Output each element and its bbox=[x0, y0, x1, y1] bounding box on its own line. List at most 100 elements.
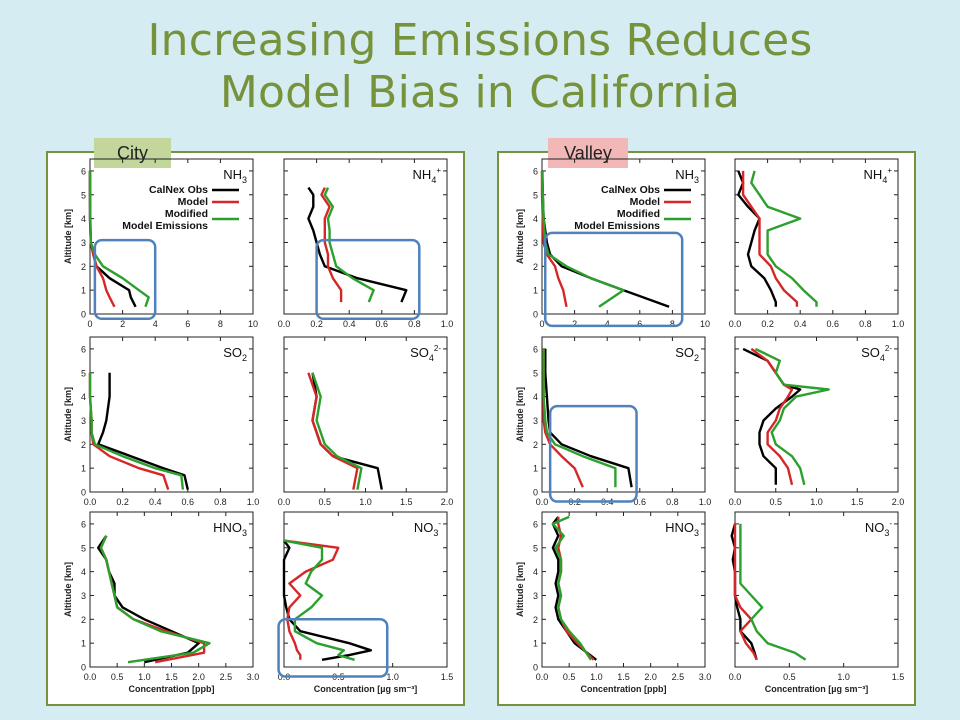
series-line-modified bbox=[88, 170, 150, 308]
x-tick-label: 4 bbox=[605, 319, 610, 329]
x-tick-label: 1.0 bbox=[590, 672, 603, 682]
species-label: NH4+ bbox=[864, 166, 893, 185]
plot-frame bbox=[89, 158, 254, 315]
profile-chart-city-hno3: 0 1 2 3 4 5 6 Altitude [km] 0.0 0.5 1.0 1.5 2.0 2.5 3.… bbox=[63, 511, 260, 694]
slide-title-line-1: Increasing Emissions Reduces bbox=[147, 15, 813, 66]
plot-frame bbox=[541, 336, 706, 493]
x-tick-label: 1.0 bbox=[699, 497, 712, 507]
y-tick-label: 4 bbox=[533, 567, 538, 577]
x-tick-label: 0.0 bbox=[536, 672, 549, 682]
species-label: HNO3 bbox=[213, 520, 247, 538]
x-tick-label: 0.5 bbox=[783, 672, 796, 682]
x-tick-label: 0.4 bbox=[343, 319, 356, 329]
x-tick-label: 8 bbox=[218, 319, 223, 329]
y-tick-label: 2 bbox=[533, 615, 538, 625]
y-tick-label: 6 bbox=[81, 344, 86, 354]
plot-frame bbox=[283, 158, 448, 315]
series-line-model bbox=[283, 539, 340, 660]
species-label: NO3- bbox=[414, 519, 442, 538]
series-line-model bbox=[741, 170, 799, 307]
y-tick-label: 3 bbox=[533, 591, 538, 601]
x-tick-label: 8 bbox=[670, 319, 675, 329]
x-tick-label: 10 bbox=[700, 319, 710, 329]
x-tick-label: 1.0 bbox=[386, 672, 399, 682]
species-label: NH4+ bbox=[413, 166, 442, 185]
y-tick-label: 5 bbox=[533, 368, 538, 378]
legend-label: Modified bbox=[617, 208, 660, 220]
species-label: NH3 bbox=[675, 167, 699, 185]
x-tick-label: 0.6 bbox=[182, 497, 195, 507]
plot-frame bbox=[89, 336, 254, 493]
series-line-modified bbox=[323, 187, 375, 303]
x-tick-label: 0.8 bbox=[666, 497, 679, 507]
x-tick-label: 0 bbox=[87, 319, 92, 329]
x-tick-label: 1.5 bbox=[892, 672, 905, 682]
profile-chart-city-so42: 0.0 0.5 1.0 1.5 2.0 SO42- bbox=[278, 336, 454, 507]
series-line-modified bbox=[739, 523, 807, 661]
x-axis-label: Concentration [µg sm⁻³] bbox=[314, 684, 417, 694]
profile-chart-valley-hno3: 0 1 2 3 4 5 6 Altitude [km] 0.0 0.5 1.0 1.5 2.0 2.5 3.… bbox=[515, 511, 711, 694]
y-tick-label: 6 bbox=[81, 519, 86, 529]
x-tick-label: 0.4 bbox=[149, 497, 162, 507]
x-tick-label: 1.0 bbox=[247, 497, 260, 507]
x-tick-label: 2.0 bbox=[441, 497, 454, 507]
y-tick-label: 6 bbox=[533, 166, 538, 176]
y-tick-label: 5 bbox=[81, 543, 86, 553]
series-line-modified bbox=[540, 170, 625, 308]
x-tick-label: 0.0 bbox=[729, 319, 742, 329]
x-tick-label: 0.5 bbox=[318, 497, 331, 507]
valley-panel bbox=[497, 151, 916, 706]
x-tick-label: 0.8 bbox=[859, 319, 872, 329]
highlight-box bbox=[277, 618, 389, 678]
x-tick-label: 6 bbox=[637, 319, 642, 329]
species-label: SO2 bbox=[223, 345, 247, 363]
y-tick-label: 0 bbox=[533, 310, 538, 320]
y-axis-label: Altitude [km] bbox=[63, 562, 73, 617]
series-line-modified bbox=[99, 535, 211, 664]
plot-frame bbox=[541, 158, 706, 315]
species-label: SO42- bbox=[861, 344, 892, 363]
plot-frame bbox=[283, 336, 448, 493]
x-tick-label: 0.4 bbox=[794, 319, 807, 329]
series-line-model bbox=[733, 523, 758, 661]
y-tick-label: 1 bbox=[81, 464, 86, 474]
legend-label: Model bbox=[630, 196, 660, 208]
valley-label: Valley bbox=[548, 138, 628, 168]
y-tick-label: 4 bbox=[81, 392, 86, 402]
x-tick-label: 0 bbox=[539, 319, 544, 329]
series-line-model bbox=[320, 187, 343, 303]
x-tick-label: 2.0 bbox=[644, 672, 657, 682]
profile-chart-valley-nh4: 0.0 0.2 0.4 0.6 0.8 1.0 NH4+ bbox=[729, 158, 904, 329]
species-label: HNO3 bbox=[665, 520, 699, 538]
x-tick-label: 4 bbox=[153, 319, 158, 329]
x-tick-label: 1.5 bbox=[851, 497, 864, 507]
y-tick-label: 0 bbox=[81, 488, 86, 498]
profile-chart-valley-so42: 0.0 0.5 1.0 1.5 2.0 SO42- bbox=[729, 336, 904, 507]
x-tick-label: 0.2 bbox=[116, 497, 129, 507]
x-tick-label: 0.0 bbox=[278, 497, 291, 507]
y-tick-label: 3 bbox=[81, 591, 86, 601]
species-label: SO42- bbox=[410, 344, 441, 363]
profile-chart-city-nh3: 0 1 2 3 4 5 6 Altitude [km] 0 2 4 6 8 10 NH3 CalNex Obs… bbox=[63, 158, 258, 329]
x-tick-label: 3.0 bbox=[247, 672, 260, 682]
legend-label: Modified bbox=[165, 208, 208, 220]
series-line-modified bbox=[542, 348, 617, 488]
y-tick-label: 5 bbox=[533, 543, 538, 553]
series-line-model bbox=[307, 372, 359, 490]
city-label: City bbox=[94, 138, 171, 168]
species-label: NH3 bbox=[223, 167, 247, 185]
species-label: NO3- bbox=[865, 519, 893, 538]
y-tick-label: 1 bbox=[533, 464, 538, 474]
x-tick-label: 6 bbox=[185, 319, 190, 329]
x-tick-label: 0.8 bbox=[214, 497, 227, 507]
y-axis-label: Altitude [km] bbox=[63, 209, 73, 264]
highlight-box bbox=[315, 238, 421, 321]
y-tick-label: 2 bbox=[81, 615, 86, 625]
x-axis-label: Concentration [ppb] bbox=[129, 684, 215, 694]
x-axis-label: Concentration [µg sm⁻³] bbox=[765, 684, 868, 694]
profile-chart-city-nh4: 0.0 0.2 0.4 0.6 0.8 1.0 NH4+ bbox=[278, 158, 453, 329]
y-tick-label: 1 bbox=[533, 286, 538, 296]
y-axis-label: Altitude [km] bbox=[515, 562, 525, 617]
profile-chart-city-so2: 0 1 2 3 4 5 6 Altitude [km] 0.0 0.2 0.4 0.6 0.8 1.0 SO… bbox=[63, 336, 260, 507]
